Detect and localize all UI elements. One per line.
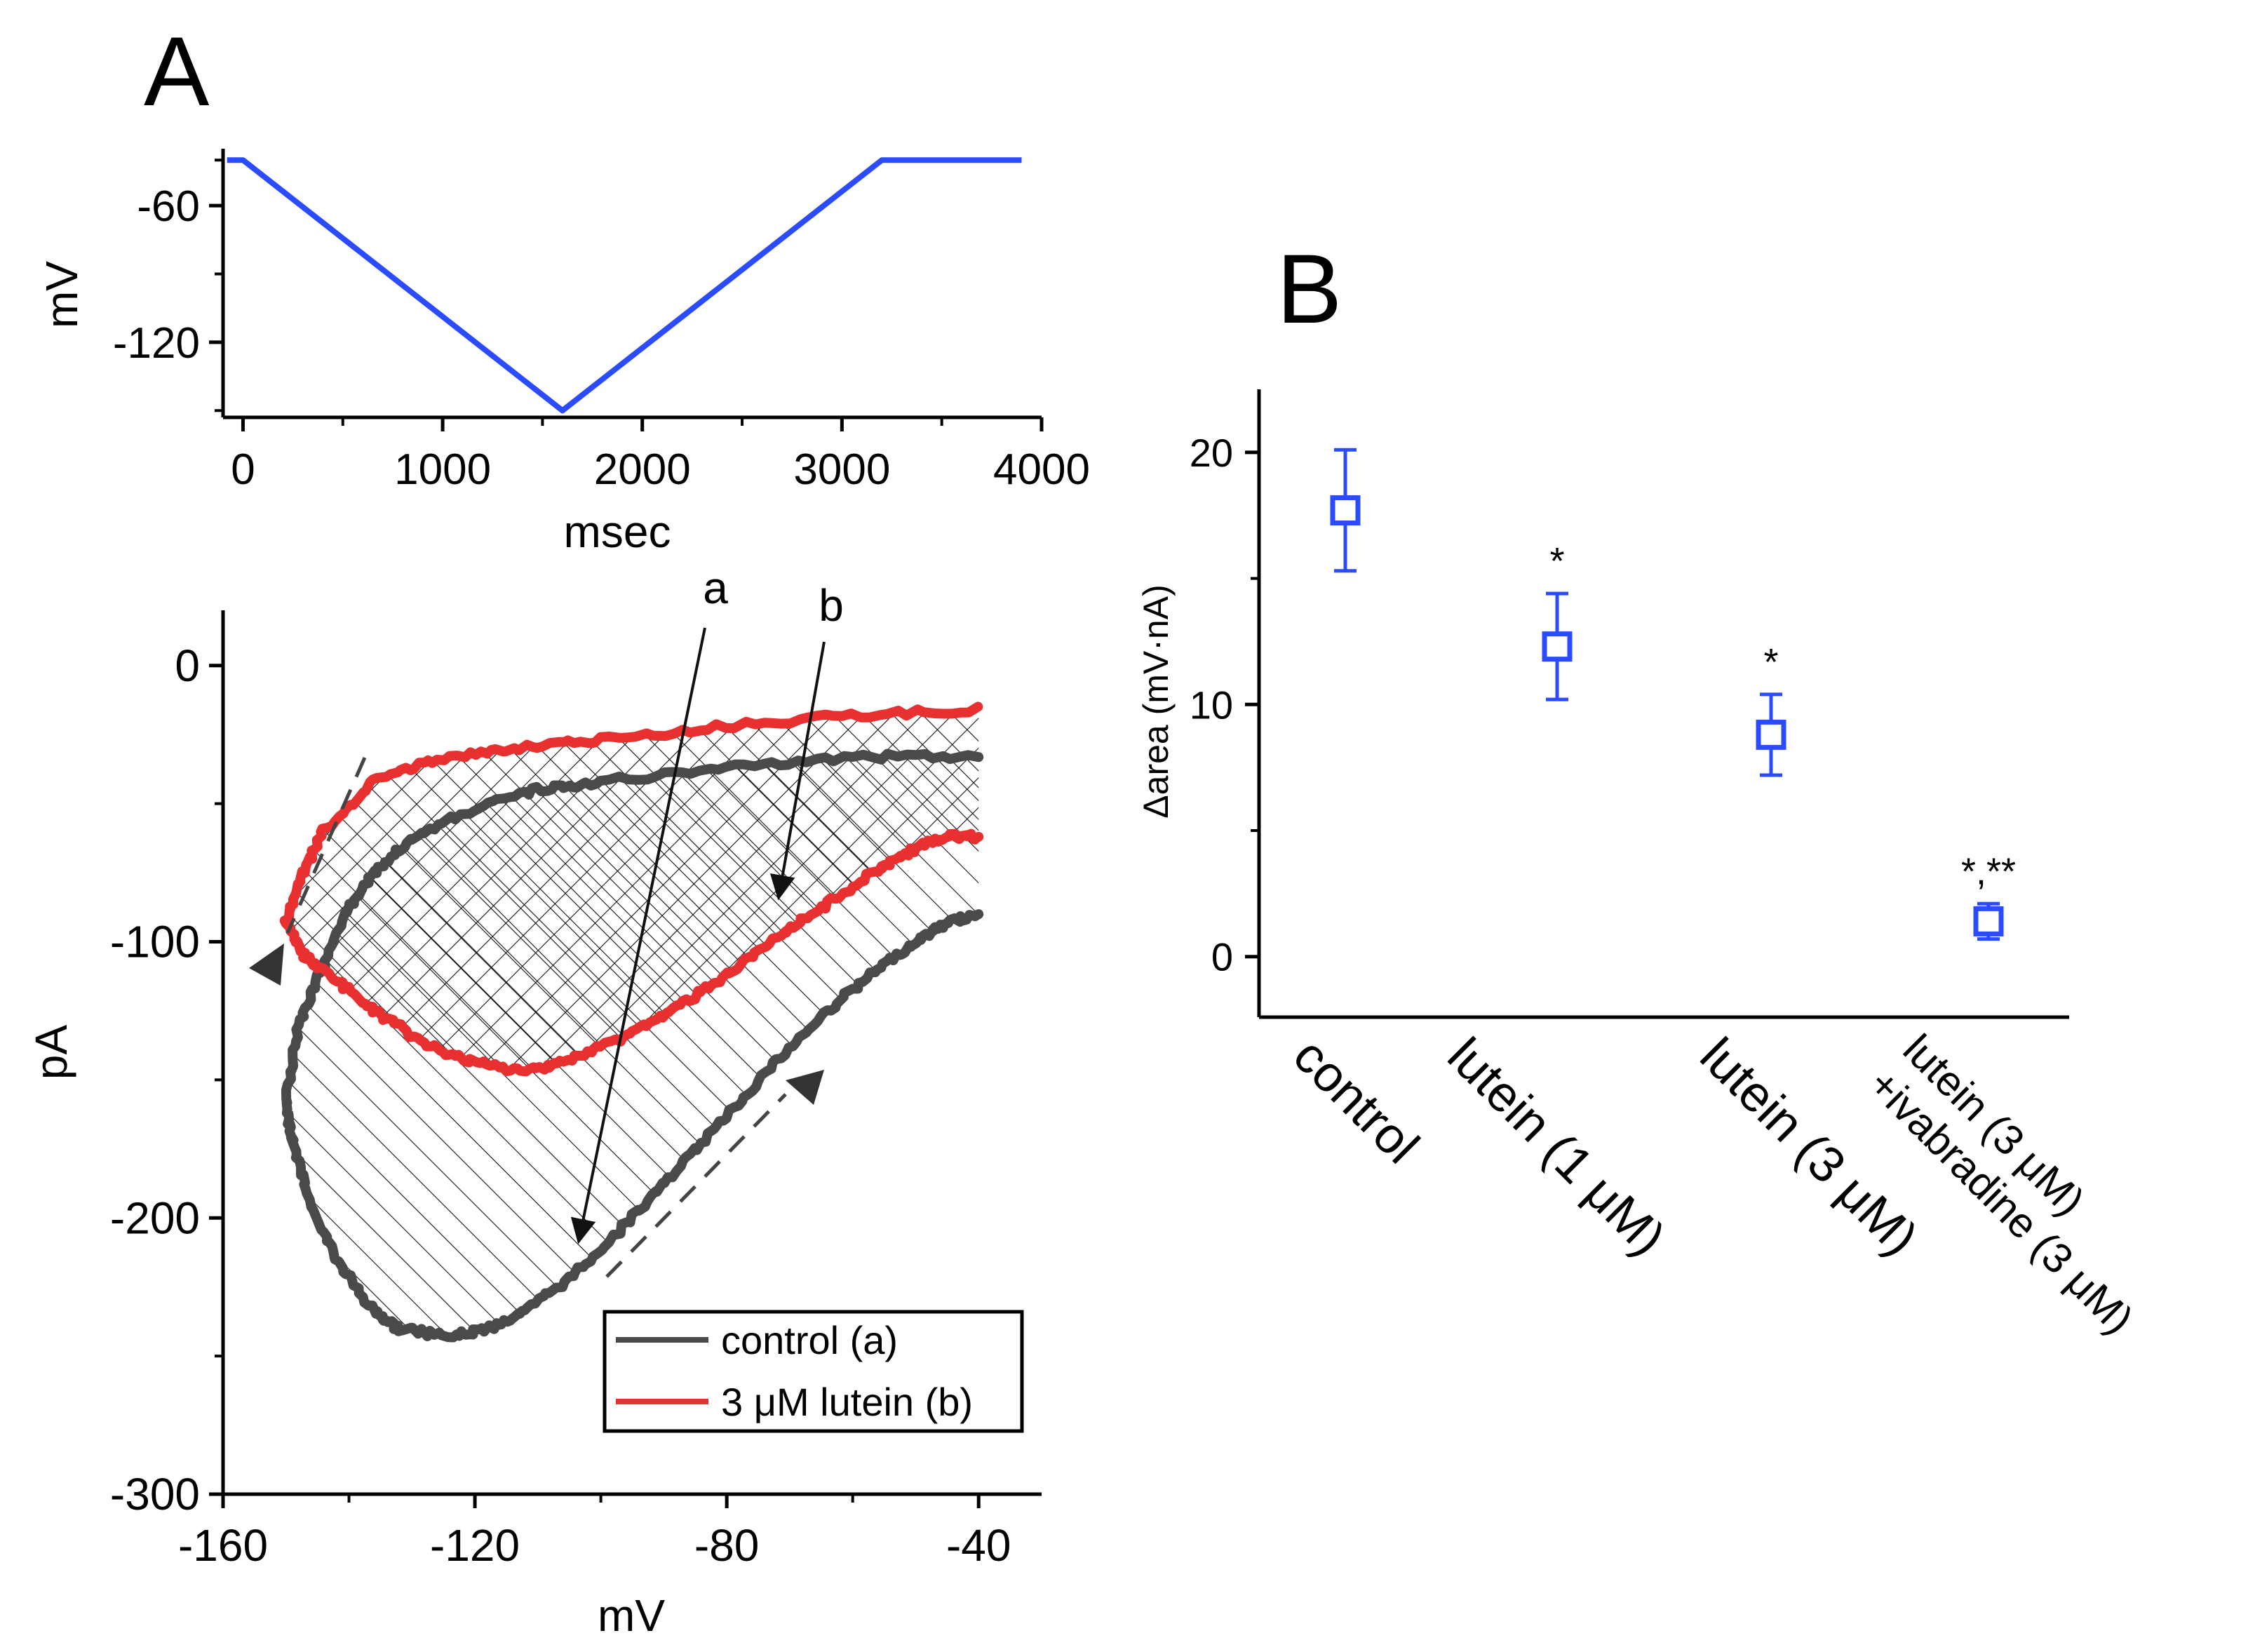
iv-plot-axes <box>221 610 1042 1496</box>
panel-label-a: A <box>144 16 210 126</box>
delta-area-y-tick-label: 0 <box>1211 935 1233 979</box>
ramp-x-axis-label: msec <box>564 506 671 557</box>
mean-marker <box>1756 719 1786 750</box>
iv-x-tick-label: -80 <box>694 1520 760 1571</box>
legend-label-lutein: 3 μM lutein (b) <box>721 1380 973 1424</box>
iv-y-tick-label: -100 <box>110 917 200 967</box>
ramp-direction-markers <box>249 756 824 1278</box>
data-point-3: *,** <box>1961 850 2016 941</box>
ramp-y-tick-label: -120 <box>113 319 200 368</box>
delta-area-chart: 0 10 20 * * *,** control lutein (1 μM) lutein … <box>1136 389 2177 1343</box>
mean-marker <box>1330 495 1361 526</box>
trace-arrow-a <box>570 627 706 1244</box>
iv-x-axis-label: mV <box>598 1590 665 1641</box>
iv-y-tick-label: -200 <box>110 1193 200 1243</box>
ramp-y-axis-label: mV <box>36 261 87 328</box>
trace-label-b: b <box>819 580 844 631</box>
category-label-0: control <box>1283 1028 1429 1174</box>
data-point-1: * <box>1542 540 1573 701</box>
mean-marker <box>1973 906 2004 936</box>
iv-y-tick-label: -300 <box>110 1469 200 1519</box>
iv-x-tick-label: -40 <box>946 1520 1011 1571</box>
legend: control (a) 3 μM lutein (b) <box>603 1310 1024 1433</box>
ramp-x-tick-label: 4000 <box>993 445 1090 494</box>
data-point-2: * <box>1756 641 1786 777</box>
category-label-1: lutein (1 μM) <box>1437 1028 1676 1267</box>
trace-label-a: a <box>703 563 728 613</box>
delta-area-axes <box>1257 389 2069 1019</box>
delta-area-y-tick-label: 20 <box>1190 431 1233 475</box>
ramp-x-tick-label: 2000 <box>594 445 691 494</box>
ramp-x-tick-label: 1000 <box>394 445 491 494</box>
iv-x-tick-label: -160 <box>178 1520 268 1571</box>
ramp-x-tick-label: 0 <box>231 445 255 494</box>
mean-marker <box>1542 631 1573 662</box>
control-trace <box>281 748 984 1343</box>
significance-marker: *,** <box>1961 850 2016 892</box>
iv-y-axis-label: pA <box>26 1025 76 1080</box>
significance-marker: * <box>1549 540 1564 582</box>
lutein-trace <box>279 701 984 1077</box>
ramp-voltage-line <box>227 157 1022 414</box>
legend-label-control: control (a) <box>721 1318 898 1362</box>
ramp-x-tick-label: 3000 <box>793 445 890 494</box>
iv-y-tick-label: 0 <box>175 640 200 691</box>
panel-label-b: B <box>1277 234 1342 344</box>
delta-area-y-axis-label: Δarea (mV·nA) <box>1136 584 1176 818</box>
iv-x-tick-label: -120 <box>430 1520 520 1571</box>
ramp-y-tick-label: -60 <box>137 182 200 231</box>
ramp-plot-axes <box>221 149 1042 419</box>
category-label-3: lutein (3 μM)+ivabradine (3 μM) <box>1859 1026 2177 1343</box>
iv-hysteresis-chart: -160 -120 -80 -40 0 -100 -200 -300 a b control… <box>26 563 1042 1641</box>
significance-marker: * <box>1763 641 1778 683</box>
trace-arrow-b <box>769 641 826 901</box>
delta-area-y-tick-label: 10 <box>1190 683 1233 727</box>
data-point-0 <box>1330 448 1361 573</box>
lutein-hysteresis-area <box>285 709 979 1072</box>
ramp-protocol-chart: 0 1000 2000 3000 4000 -60 -120 msec mV <box>36 149 1090 557</box>
